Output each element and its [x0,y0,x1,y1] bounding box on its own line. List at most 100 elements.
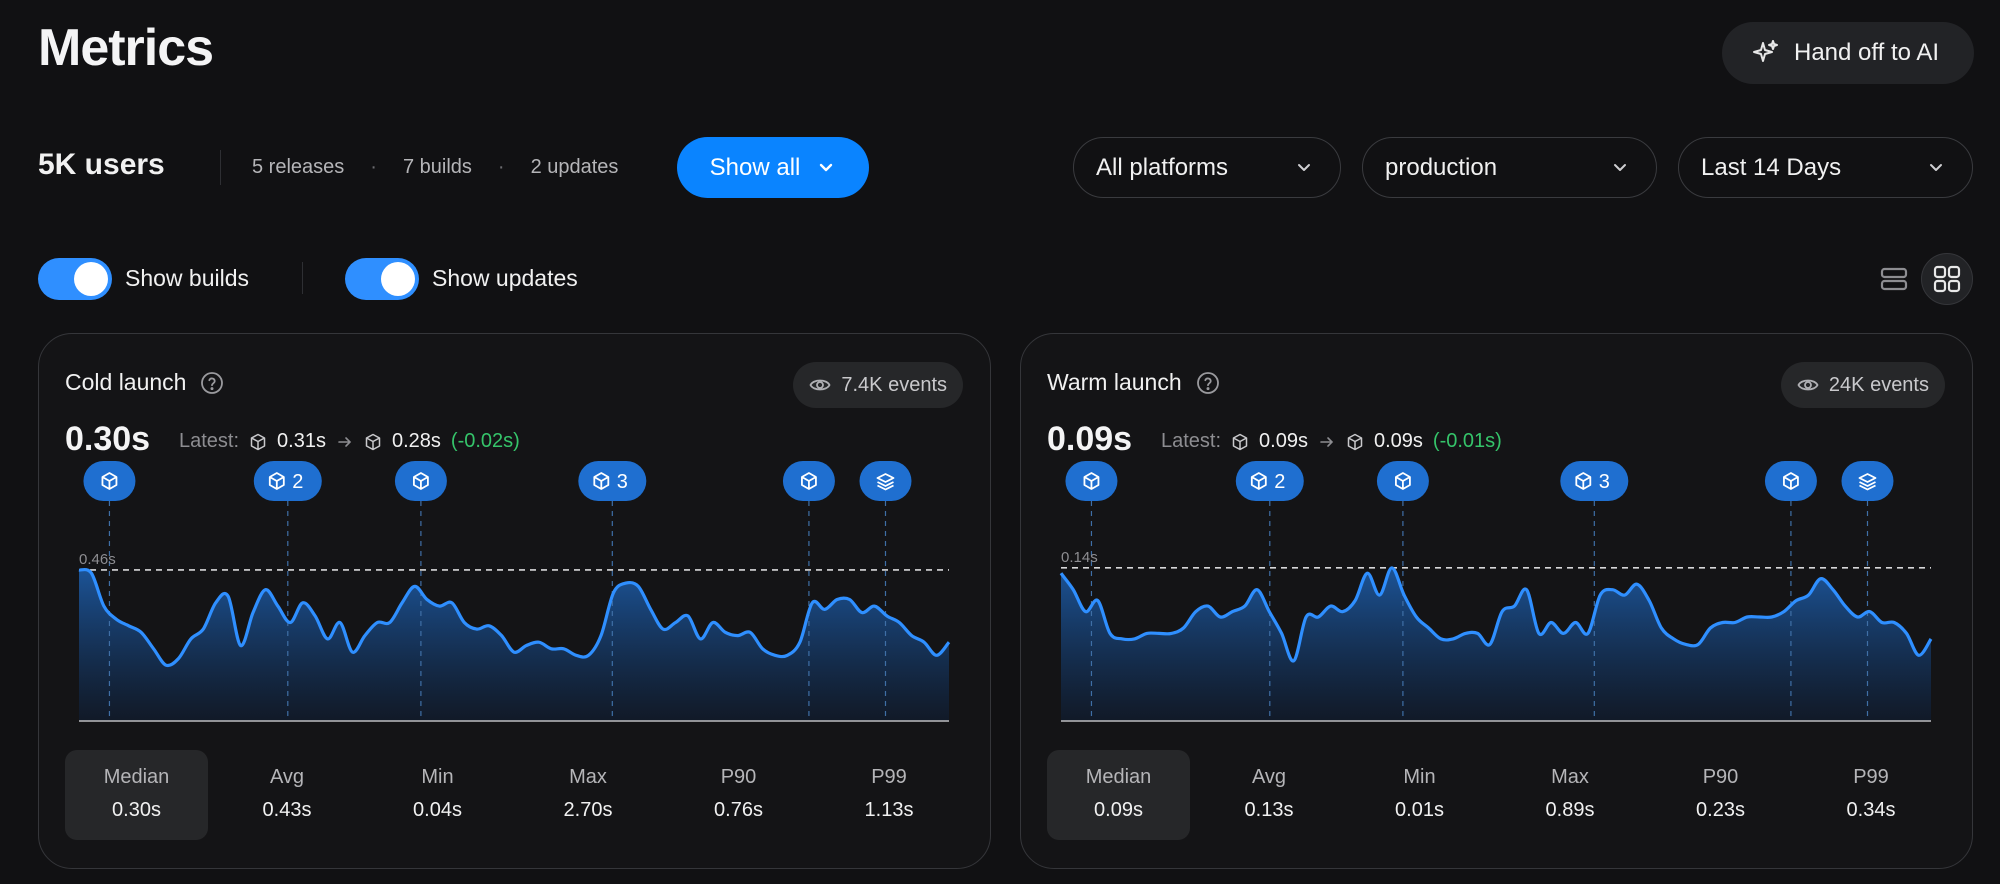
eye-icon [1797,379,1819,391]
build-marker[interactable]: 2 [1235,461,1304,501]
latest-from: 0.09s [1259,430,1308,452]
stat-value: 0.13s [1244,799,1294,821]
build-marker[interactable] [782,461,835,501]
stats-row: Median 0.30s Avg 0.43s Min 0.04s Max 2.70s P90 0.… [65,750,968,840]
latest-delta: (-0.02s) [450,430,520,452]
stat-min[interactable]: Min 0.04s [366,750,509,840]
divider [302,262,303,294]
stat-value: 0.09s [1094,799,1143,821]
show-all-button[interactable]: Show all [677,137,869,198]
stat-p90[interactable]: P90 0.23s [1649,750,1792,840]
stat-label: P90 [1702,766,1739,788]
marker-pill [253,461,322,501]
platform-select[interactable]: All platforms [1073,137,1341,198]
cube-icon [1232,433,1248,450]
cold-launch-card: Cold launch 7.4K events 0.30s Latest: 0.… [38,333,991,869]
build-marker[interactable] [83,461,136,501]
warm-launch-card: Warm launch 24K events 0.09s Latest: 0.0… [1020,333,1973,869]
build-marker[interactable] [1065,461,1118,501]
marker-pill [578,461,647,501]
builds-count: 7 builds [402,156,472,178]
arrow-right-icon [338,436,352,447]
show-updates-toggle[interactable] [345,258,419,300]
build-marker[interactable] [1376,461,1429,501]
divider [220,150,221,185]
stat-label: Avg [269,766,305,788]
cube-icon [593,472,610,490]
list-view-icon [1880,267,1908,291]
build-marker[interactable]: 3 [1560,461,1629,501]
grid-view-button[interactable] [1921,253,1973,305]
stat-value: 0.76s [714,799,763,821]
latest-label: Latest: [179,430,240,452]
chevron-down-icon [1930,163,1942,171]
stat-label: Max [1551,766,1589,788]
latest-to: 0.28s [391,430,441,452]
stat-max[interactable]: Max 0.89s [1499,750,1642,840]
user-count: 5K users [38,148,165,181]
chevron-down-icon [1614,163,1626,171]
build-marker[interactable]: 2 [253,461,322,501]
release-counts: 5 releases · 7 builds · 2 updates [252,156,619,178]
question-circle-icon[interactable] [1196,371,1220,395]
stat-label: Avg [1251,766,1287,788]
stat-value: 0.23s [1696,799,1745,821]
show-builds-toggle[interactable] [38,258,112,300]
stat-p99[interactable]: P99 1.13s [818,750,961,840]
stat-median[interactable]: Median 0.30s [65,750,208,840]
stat-avg[interactable]: Avg 0.43s [216,750,359,840]
stat-label: Min [1403,766,1436,788]
page-title: Metrics [38,19,214,77]
events-count: 7.4K events [841,373,947,396]
stat-min[interactable]: Min 0.01s [1348,750,1491,840]
stat-p90[interactable]: P90 0.76s [667,750,810,840]
eye-icon [809,379,831,391]
stat-median[interactable]: Median 0.09s [1047,750,1190,840]
cube-icon [1250,472,1267,490]
environment-select[interactable]: production [1362,137,1657,198]
marker-count: 3 [617,471,628,493]
arrow-right-icon [1320,436,1334,447]
metric-value: 0.30s [65,420,151,458]
cube-icon [1395,472,1411,490]
chevron-down-icon [1298,163,1310,171]
update-marker[interactable] [859,461,912,501]
marker-pill [1235,461,1304,501]
hand-off-to-ai-button[interactable]: Hand off to AI [1722,22,1974,84]
cube-icon [250,433,266,450]
marker-count: 2 [292,471,303,493]
update-marker[interactable] [1841,461,1894,501]
question-circle-icon[interactable] [200,371,224,395]
marker-count: 3 [1599,471,1610,493]
stat-value: 0.43s [262,799,312,821]
stat-max[interactable]: Max 2.70s [517,750,660,840]
cube-icon [1083,472,1100,490]
reference-label: 0.46s [79,551,116,568]
latest-to: 0.09s [1373,430,1423,452]
stat-value: 0.34s [1846,799,1896,821]
build-marker[interactable] [394,461,447,501]
events-badge: 24K events [1780,362,1945,408]
card-title-text: Cold launch [65,369,187,395]
stats-row: Median 0.09s Avg 0.13s Min 0.01s Max 0.89s P90 0.… [1047,750,1950,840]
stat-p99[interactable]: P99 0.34s [1800,750,1943,840]
list-view-button[interactable] [1868,253,1920,305]
metric-value: 0.09s [1047,420,1133,458]
reference-label: 0.14s [1061,549,1098,566]
stat-avg[interactable]: Avg 0.13s [1198,750,1341,840]
date-range-select[interactable]: Last 14 Days [1678,137,1973,198]
cube-icon [1783,472,1799,490]
stat-label: Max [569,766,607,788]
events-badge: 7.4K events [793,362,963,408]
latest-comparison: Latest: 0.09s 0.09s (-0.01s) [1161,430,1502,453]
build-marker[interactable]: 3 [578,461,647,501]
cube-icon [268,472,285,490]
build-marker[interactable] [1764,461,1817,501]
cube-icon [413,472,429,490]
latest-from: 0.31s [277,430,326,452]
toggle-knob [381,262,415,296]
stat-label: Min [421,766,454,788]
card-title: Warm launch [1047,369,1220,396]
grid-view-icon [1933,265,1961,293]
marker-pill [1560,461,1629,501]
